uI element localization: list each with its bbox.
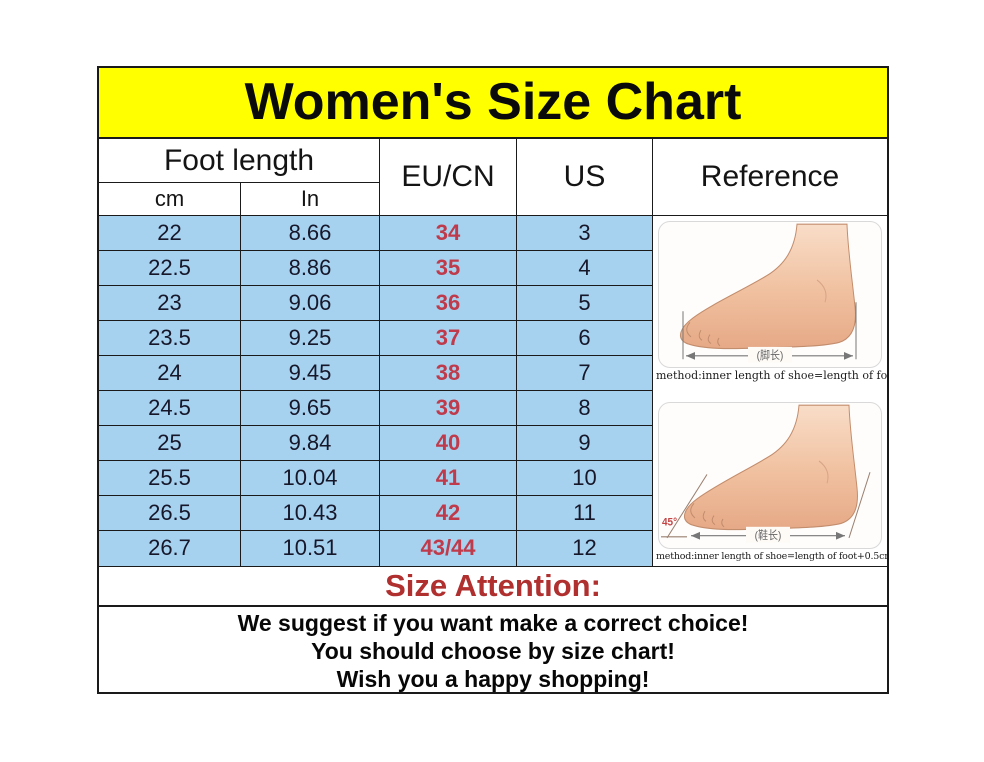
cell-us: 5: [517, 286, 653, 321]
attention-note-2: You should choose by size chart!: [311, 638, 675, 664]
reference-caption-1: method:inner length of shoe=length of fo…: [656, 369, 887, 382]
column-header-eu-cn: EU/CN: [380, 139, 517, 216]
foot-figure-2: 45° (鞋长) method:inner length of shoe=len…: [653, 402, 887, 564]
attention-note-3: Wish you a happy shopping!: [336, 666, 650, 692]
angle-line-heel: [848, 471, 871, 539]
column-header-cm: cm: [99, 183, 241, 216]
table-row: 23.5 9.25 37 6: [99, 321, 653, 356]
attention-row: Size Attention:: [99, 567, 887, 607]
foot-length-subheader: cm In: [99, 183, 380, 216]
size-chart-table: Women's Size Chart Foot length cm In EU/…: [97, 66, 889, 694]
cell-cm: 25: [99, 426, 241, 461]
cell-in: 9.25: [241, 321, 380, 356]
cell-us: 8: [517, 391, 653, 426]
column-header-us: US: [517, 139, 653, 216]
cell-us: 3: [517, 216, 653, 251]
cell-eu-cn: 34: [380, 216, 517, 251]
table-row: 23 9.06 36 5: [99, 286, 653, 321]
size-rows: 22 8.66 34 3 22.5 8.86 35 4 23 9.06 36 5…: [99, 216, 653, 566]
cell-eu-cn: 36: [380, 286, 517, 321]
foot-outline: [679, 223, 856, 350]
table-row: 22.5 8.86 35 4: [99, 251, 653, 286]
cell-in: 10.04: [241, 461, 380, 496]
table-row: 25.5 10.04 41 10: [99, 461, 653, 496]
cell-eu-cn: 41: [380, 461, 517, 496]
cell-us: 10: [517, 461, 653, 496]
cell-us: 4: [517, 251, 653, 286]
cell-in: 9.45: [241, 356, 380, 391]
cell-eu-cn: 40: [380, 426, 517, 461]
size-columns: Foot length cm In EU/CN US 22 8.66 34 3 …: [99, 139, 653, 566]
title-bar: Women's Size Chart: [99, 68, 887, 139]
cell-cm: 26.7: [99, 531, 241, 566]
cell-cm: 24.5: [99, 391, 241, 426]
foot-measure-image-1: (脚长): [658, 221, 882, 368]
cell-cm: 26.5: [99, 496, 241, 531]
cell-eu-cn: 35: [380, 251, 517, 286]
cell-in: 10.43: [241, 496, 380, 531]
cell-in: 9.65: [241, 391, 380, 426]
table-row: 25 9.84 40 9: [99, 426, 653, 461]
cell-cm: 22: [99, 216, 241, 251]
shoe-length-measure-label: (鞋长): [755, 529, 782, 543]
cell-eu-cn: 38: [380, 356, 517, 391]
table-row: 26.5 10.43 42 11: [99, 496, 653, 531]
table-row: 24.5 9.65 39 8: [99, 391, 653, 426]
angle-45-label: 45°: [662, 516, 677, 529]
foot-illustration-icon: (脚长): [679, 223, 857, 363]
table-row: 22 8.66 34 3: [99, 216, 653, 251]
cell-eu-cn: 42: [380, 496, 517, 531]
cell-eu-cn: 37: [380, 321, 517, 356]
table-row: 26.7 10.51 43/44 12: [99, 531, 653, 566]
column-group-foot-length: Foot length cm In: [99, 139, 380, 216]
cell-cm: 23.5: [99, 321, 241, 356]
foot-outline: [683, 404, 858, 531]
cell-in: 8.86: [241, 251, 380, 286]
reference-panel: (脚长) method:inner length of shoe=length …: [653, 216, 887, 566]
angle-line-toe: [666, 474, 708, 539]
cell-in: 9.06: [241, 286, 380, 321]
column-header-foot-length: Foot length: [99, 139, 380, 183]
foot-measure-image-2: 45° (鞋长): [658, 402, 882, 549]
table-body: Foot length cm In EU/CN US 22 8.66 34 3 …: [99, 139, 887, 567]
attention-note-1: We suggest if you want make a correct ch…: [237, 610, 749, 636]
cell-cm: 23: [99, 286, 241, 321]
foot-illustration-icon: 45° (鞋长): [661, 404, 871, 543]
cell-cm: 22.5: [99, 251, 241, 286]
cell-cm: 25.5: [99, 461, 241, 496]
column-header-in: In: [241, 183, 380, 216]
reference-column: Reference: [653, 139, 887, 566]
chart-title: Women's Size Chart: [244, 73, 742, 131]
table-header: Foot length cm In EU/CN US: [99, 139, 653, 216]
cell-in: 9.84: [241, 426, 380, 461]
cell-us: 11: [517, 496, 653, 531]
cell-eu-cn: 39: [380, 391, 517, 426]
cell-us: 6: [517, 321, 653, 356]
reference-caption-2: method:inner length of shoe=length of fo…: [656, 551, 887, 562]
foot-length-measure-label: (脚长): [757, 349, 784, 363]
cell-us: 7: [517, 356, 653, 391]
attention-notes: We suggest if you want make a correct ch…: [99, 607, 887, 692]
cell-eu-cn: 43/44: [380, 531, 517, 566]
attention-heading: Size Attention:: [385, 568, 601, 603]
cell-in: 10.51: [241, 531, 380, 566]
cell-us: 9: [517, 426, 653, 461]
cell-cm: 24: [99, 356, 241, 391]
cell-in: 8.66: [241, 216, 380, 251]
column-header-reference: Reference: [653, 139, 887, 216]
foot-figure-1: (脚长) method:inner length of shoe=length …: [653, 221, 887, 384]
table-row: 24 9.45 38 7: [99, 356, 653, 391]
cell-us: 12: [517, 531, 653, 566]
